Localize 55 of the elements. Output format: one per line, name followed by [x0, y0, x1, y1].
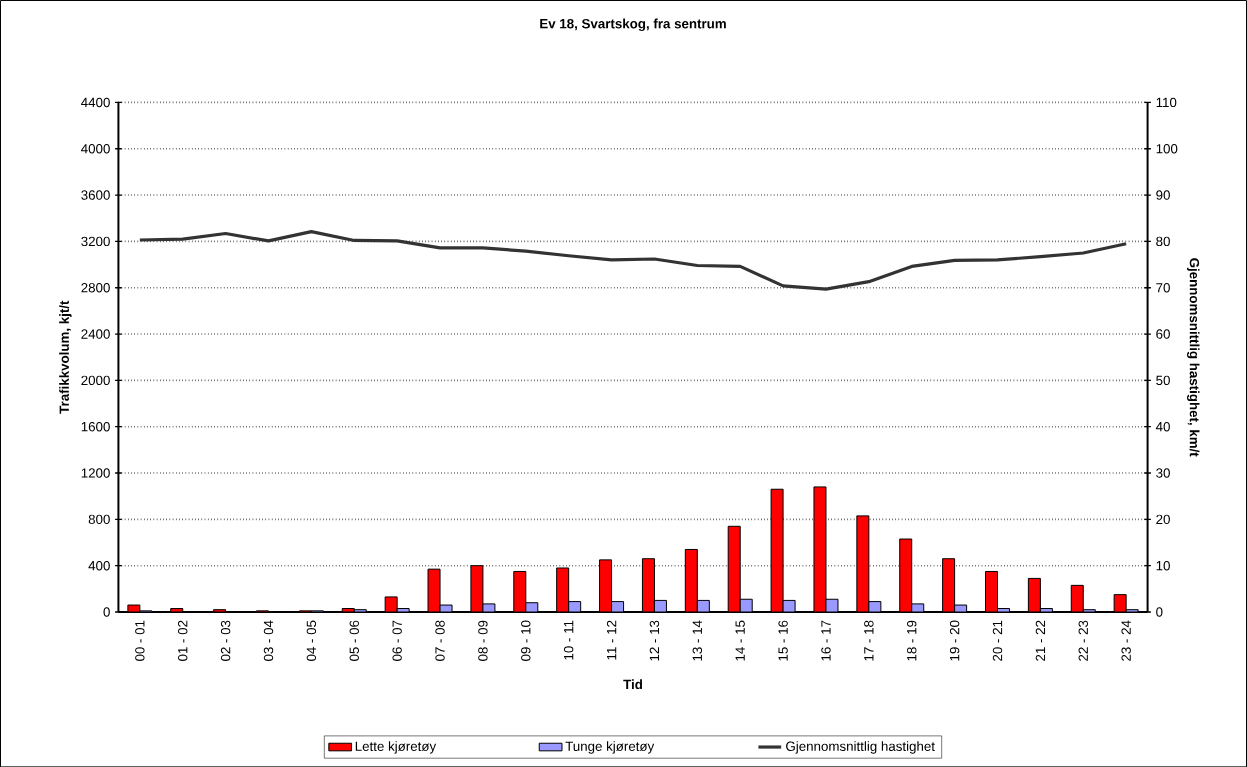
x-tick-label: 03 - 04	[263, 620, 274, 661]
x-tick-label: 07 - 08	[435, 620, 445, 661]
x-tick-label: 16 - 17	[821, 620, 831, 661]
y-tick-label: 1600	[81, 421, 110, 432]
x-tick-label: 01 - 02	[178, 620, 188, 661]
legend-label: Tunge kjøretøy	[565, 741, 655, 754]
y2-tick-label: 90	[1156, 190, 1170, 200]
legend-label: Lette kjøretøy	[355, 741, 437, 754]
x-tick-label: 19 - 20	[949, 620, 960, 661]
y-tick-label: 800	[88, 514, 110, 524]
x-tick-label: 15 - 16	[778, 620, 788, 661]
y2-tick-label: 60	[1156, 329, 1170, 339]
x-axis-title: Tid	[623, 679, 643, 689]
x-tick-label: 12 - 13	[649, 620, 660, 661]
y-tick-label: 2400	[81, 329, 110, 339]
x-tick-label: 02 - 03	[220, 620, 231, 661]
y2-tick-label: 80	[1156, 236, 1170, 246]
x-tick-label: 17 - 18	[864, 620, 874, 661]
x-tick-label: 11 - 12	[606, 620, 617, 660]
y2-axis-title: Gjennomsnittlig hastighet, km/t	[1187, 258, 1200, 457]
y2-tick-label: 100	[1156, 143, 1178, 154]
x-tick-label: 13 - 14	[692, 620, 703, 661]
x-tick-label: 00 - 01	[135, 620, 145, 661]
y2-tick-label: 10	[1156, 560, 1170, 571]
legend-label: Gjennomsnittlig hastighet	[786, 741, 935, 754]
y-tick-label: 4400	[81, 97, 110, 107]
x-tick-label: 20 - 21	[992, 620, 1003, 661]
x-tick-label: 23 - 24	[1121, 620, 1131, 661]
y2-tick-label: 40	[1155, 421, 1170, 432]
y-tick-label: 1200	[81, 468, 110, 478]
chart-title: Ev 18, Svartskog, fra sentrum	[540, 18, 726, 31]
x-tick-label: 09 - 10	[521, 620, 531, 661]
y-tick-label: 0	[103, 607, 110, 617]
y2-tick-label: 0	[1156, 607, 1163, 617]
y2-tick-label: 110	[1156, 97, 1177, 107]
y-tick-label: 2800	[81, 282, 110, 293]
y2-tick-label: 70	[1156, 282, 1170, 293]
x-tick-label: 22 - 23	[1078, 620, 1088, 661]
y2-tick-label: 30	[1156, 468, 1170, 478]
x-tick-label: 21 - 22	[1035, 620, 1046, 661]
y2-tick-label: 20	[1156, 514, 1170, 524]
y-axis-title: Trafikkvolum, kjt/t	[59, 300, 72, 414]
y-tick-label: 3600	[81, 190, 110, 200]
y-tick-label: 4000	[81, 143, 110, 154]
x-tick-label: 14 - 15	[735, 620, 745, 661]
x-tick-label: 08 - 09	[478, 620, 488, 661]
y-tick-label: 400	[88, 560, 110, 571]
y-tick-label: 2000	[81, 375, 110, 385]
y2-tick-label: 50	[1156, 375, 1170, 385]
x-tick-label: 04 - 05	[306, 620, 317, 661]
x-tick-label: 10 - 11	[563, 620, 574, 660]
x-tick-label: 18 - 19	[907, 620, 917, 661]
y-tick-label: 3200	[81, 236, 110, 246]
x-tick-label: 06 - 07	[392, 620, 402, 661]
x-tick-label: 05 - 06	[349, 620, 359, 661]
